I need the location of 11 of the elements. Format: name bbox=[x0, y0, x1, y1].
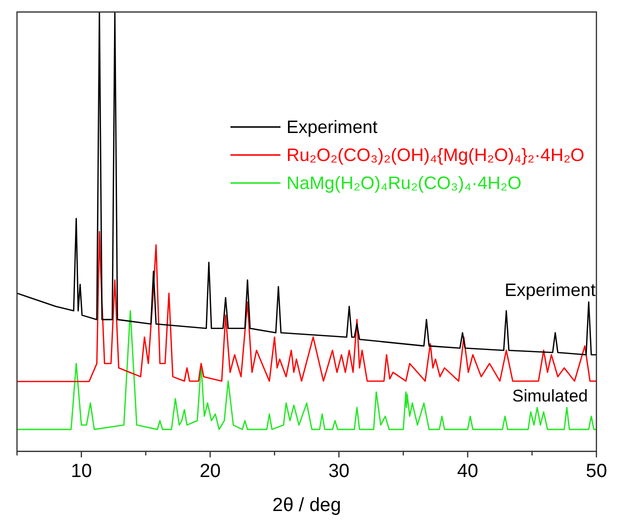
annotation: Simulated bbox=[512, 386, 588, 406]
legend-label: Ru₂O₂(CO₃)₂(OH)₄{Mg(H₂O)₄}₂·4H₂O bbox=[286, 144, 584, 165]
x-tick-label: 40 bbox=[457, 461, 478, 482]
x-tick-label: 10 bbox=[70, 461, 92, 482]
legend-label: Experiment bbox=[286, 116, 378, 137]
legend-label: NaMg(H₂O)₄Ru₂(CO₃)₄·4H₂O bbox=[286, 172, 522, 193]
x-tick-label: 30 bbox=[328, 461, 350, 482]
x-axis-title: 2θ / deg bbox=[272, 494, 342, 516]
x-tick-label: 50 bbox=[586, 461, 608, 482]
x-tick-label: 20 bbox=[200, 461, 221, 482]
annotation: Experiment bbox=[504, 280, 596, 300]
